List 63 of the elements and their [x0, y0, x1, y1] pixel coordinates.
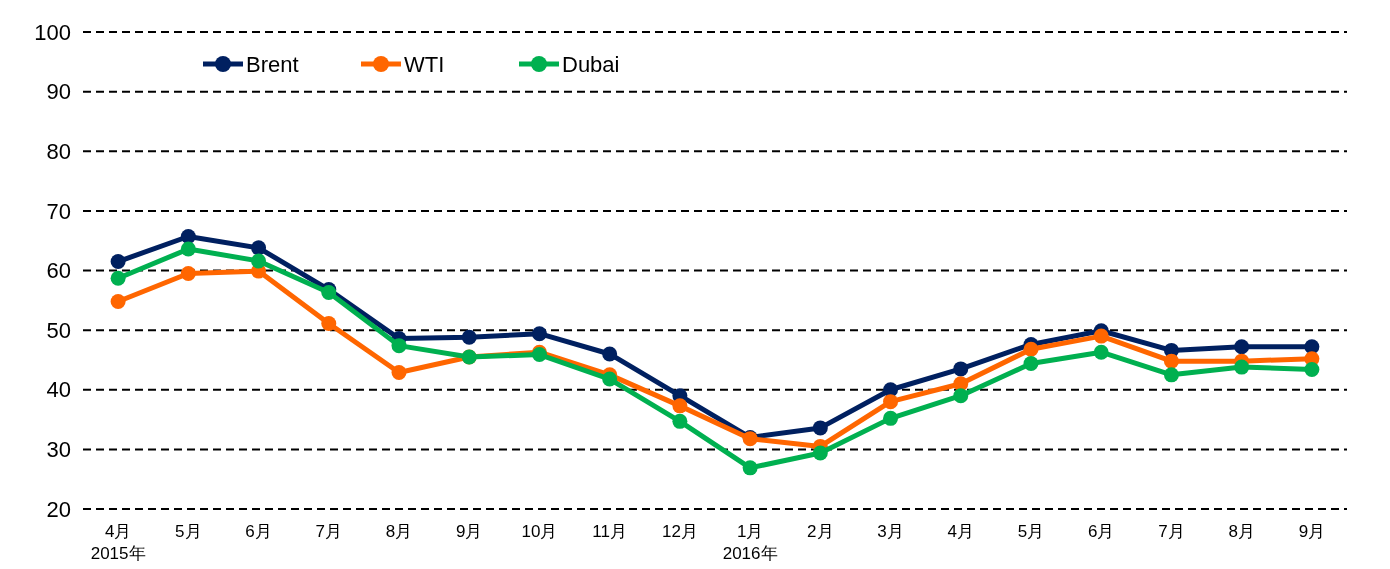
legend-label: Brent	[246, 51, 299, 77]
legend-label: WTI	[404, 51, 445, 77]
y-tick-label: 30	[46, 437, 71, 463]
x-tick-label: 5月	[175, 522, 202, 541]
point	[251, 253, 267, 269]
point	[391, 338, 407, 354]
y-tick-label: 50	[46, 317, 71, 343]
point	[321, 316, 337, 332]
point	[883, 410, 899, 426]
y-tick-label: 40	[46, 377, 71, 403]
x-tick-label: 7月	[1158, 522, 1185, 541]
point	[812, 445, 828, 461]
point	[110, 294, 126, 310]
point	[602, 346, 618, 362]
x-tick-label: 7月	[315, 522, 343, 541]
point	[1163, 353, 1179, 369]
point	[742, 460, 758, 476]
x-tick-label: 5月	[1017, 522, 1045, 541]
x-tick-label: 8月	[1228, 522, 1255, 541]
point	[1093, 328, 1109, 344]
x-tick-label: 9月	[455, 522, 483, 541]
point	[251, 240, 267, 256]
point	[110, 270, 126, 286]
point	[953, 388, 969, 404]
point	[883, 394, 899, 410]
point	[602, 371, 618, 387]
x-tick-label: 2月	[807, 522, 834, 541]
point	[531, 326, 547, 342]
point	[672, 413, 688, 429]
x-tick-label: 10月	[521, 522, 558, 541]
point	[110, 254, 126, 270]
point	[461, 329, 477, 345]
point	[180, 241, 196, 257]
point	[1304, 361, 1320, 377]
point	[391, 364, 407, 380]
x-tick-label: 8月	[385, 522, 413, 541]
point	[1023, 356, 1039, 372]
point	[1163, 367, 1179, 383]
y-tick-label: 20	[46, 496, 71, 522]
x-tick-label: 11月	[592, 522, 627, 541]
x-tick-label: 9月	[1298, 522, 1326, 541]
y-tick-label: 90	[46, 79, 71, 105]
x-tick-label: 12月	[661, 522, 698, 541]
x-tick-label: 4月 2015年	[90, 522, 146, 563]
point	[953, 361, 969, 377]
x-tick-label: 4月	[947, 522, 975, 541]
legend-label: Dubai	[562, 51, 620, 77]
y-tick-label: 70	[46, 198, 71, 224]
x-tick-label: 3月	[877, 522, 904, 541]
y-tick-label: 60	[46, 258, 71, 284]
point	[1234, 359, 1250, 375]
point	[180, 265, 196, 281]
point	[1093, 344, 1109, 360]
point	[812, 420, 828, 436]
x-tick-label: 1月 2016年	[722, 522, 778, 563]
x-tick-label: 6月	[1087, 522, 1115, 541]
y-tick-label: 80	[46, 138, 71, 164]
point	[180, 229, 196, 245]
y-tick-label: 100	[34, 19, 71, 45]
point	[1234, 339, 1250, 355]
point	[672, 398, 688, 414]
point	[1023, 341, 1039, 357]
x-tick-label: 6月	[245, 522, 272, 541]
